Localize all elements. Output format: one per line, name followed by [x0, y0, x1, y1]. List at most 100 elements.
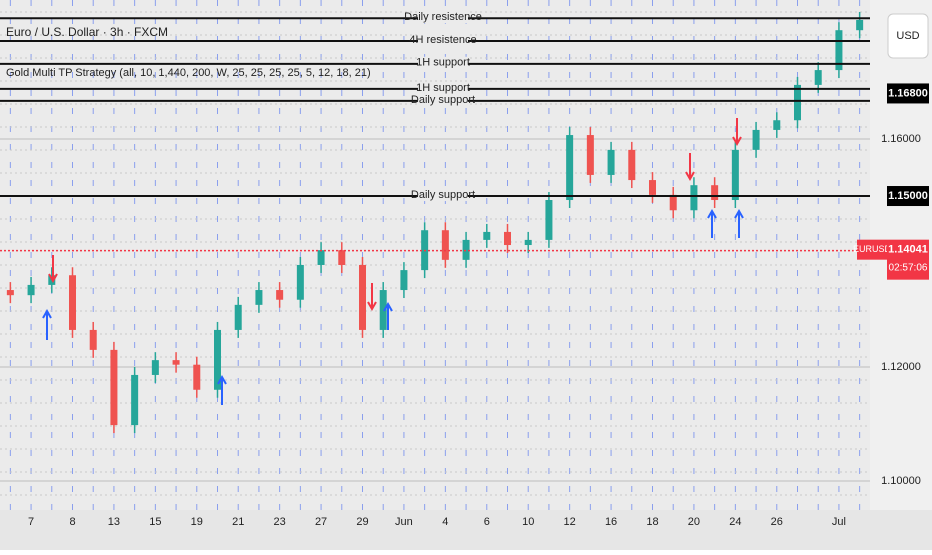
x-tick-label: 24 — [729, 516, 741, 528]
candle-body — [400, 270, 408, 291]
y-tick-label: 1.16000 — [881, 133, 921, 145]
candle-body — [441, 230, 449, 260]
candle-body — [27, 284, 35, 296]
buy-arrow — [707, 208, 717, 238]
candle-body — [6, 290, 14, 296]
level-label-bg — [418, 189, 468, 202]
x-tick-label: 18 — [646, 516, 658, 528]
candle-body — [317, 250, 325, 265]
currency-button[interactable] — [887, 13, 929, 59]
y-tick-label: 1.10000 — [881, 475, 921, 487]
x-tick-label: 7 — [28, 516, 34, 528]
candle-body — [835, 30, 843, 71]
level-label-bg — [418, 11, 468, 24]
x-tick-label: 20 — [688, 516, 700, 528]
x-tick-label: 16 — [605, 516, 617, 528]
candle-body — [669, 194, 677, 211]
candle-body — [110, 349, 118, 426]
candle-body — [296, 264, 304, 300]
candle-body — [462, 239, 470, 260]
time-axis-bg — [0, 510, 932, 550]
candle-body — [151, 360, 159, 375]
price-box — [887, 186, 929, 207]
level-label: Daily support — [411, 94, 475, 106]
candle-body — [731, 149, 739, 201]
buy-arrow — [42, 308, 52, 340]
candle-body — [649, 180, 656, 195]
currency-label[interactable]: USD — [896, 30, 919, 42]
price-box-label: 1.15000 — [888, 190, 928, 202]
buy-arrow — [734, 208, 744, 238]
x-tick-label: 13 — [108, 516, 120, 528]
x-tick-label: 19 — [191, 516, 203, 528]
candle-body — [172, 360, 180, 365]
candle-body — [628, 149, 636, 181]
level-label: 1H support — [416, 57, 470, 69]
last-price-label: 1.14041 — [888, 244, 928, 256]
candle-body — [524, 239, 532, 246]
x-tick-label: 8 — [69, 516, 75, 528]
signals — [42, 118, 744, 405]
candle-body — [234, 304, 242, 330]
candle-body — [483, 231, 491, 240]
level-label: 4H resistence — [409, 34, 476, 46]
candle-body — [752, 129, 760, 150]
strategy-label: Gold Multi TP Strategy (all, 10, 1,440, … — [6, 67, 371, 79]
buy-arrow — [217, 374, 227, 405]
candle-body — [711, 185, 719, 201]
level-label-bg — [418, 34, 468, 47]
price-box-label: 1.16800 — [888, 87, 928, 99]
candle-body — [504, 231, 511, 246]
countdown-label: 02:57:06 — [889, 262, 928, 273]
x-tick-label: 15 — [149, 516, 161, 528]
level-label: 1H support — [416, 82, 470, 94]
candle-body — [586, 135, 594, 175]
last-price-box — [887, 239, 929, 280]
x-tick-label: 26 — [771, 516, 783, 528]
symbol-label: EURUSD — [853, 244, 892, 254]
level-label-bg — [418, 81, 468, 94]
level-label: Daily support — [411, 189, 475, 201]
sell-arrow — [732, 118, 742, 147]
level-label-bg — [418, 93, 468, 106]
chart-title: Euro / U.S. Dollar · 3h · FXCM — [6, 25, 168, 39]
candle-body — [607, 149, 615, 175]
candle-body — [89, 329, 97, 350]
level-label: Daily resistence — [404, 11, 482, 23]
layer: 1.10000 1.12000 1.16000 7 8 13 15 19 21 23 27 29 Jun… — [0, 11, 929, 528]
x-tick-label: 6 — [484, 516, 490, 528]
x-tick-label: 4 — [442, 516, 448, 528]
candle-body — [856, 19, 864, 31]
candle-body — [814, 70, 822, 85]
sell-arrow — [685, 153, 695, 182]
x-tick-label: 12 — [564, 516, 576, 528]
x-tick-label: 29 — [356, 516, 368, 528]
candle-body — [193, 364, 201, 390]
y-tick-label: 1.12000 — [881, 361, 921, 373]
candle-body — [379, 290, 387, 330]
buy-arrow — [383, 301, 393, 330]
sell-arrow — [367, 283, 377, 312]
x-tick-label: Jul — [832, 516, 846, 528]
candle-body — [214, 329, 221, 390]
x-tick-label: 23 — [274, 516, 286, 528]
level-label-bg — [418, 56, 468, 69]
x-tick-label: 10 — [522, 516, 534, 528]
candle-body — [794, 84, 801, 121]
symbol-box — [857, 239, 887, 260]
candle-body — [338, 250, 346, 265]
price-box — [887, 83, 929, 104]
candle-body — [255, 290, 263, 305]
candle-body — [131, 374, 139, 426]
candle-body — [566, 135, 574, 201]
x-tick-label: Jun — [395, 516, 413, 528]
candle-body — [690, 185, 698, 211]
candle-body — [69, 275, 76, 330]
sell-arrow — [48, 255, 58, 284]
candle-body — [545, 200, 553, 240]
x-tick-label: 27 — [315, 516, 327, 528]
candle-body — [359, 264, 366, 330]
candle-body — [773, 120, 781, 130]
x-tick-label: 21 — [232, 516, 244, 528]
